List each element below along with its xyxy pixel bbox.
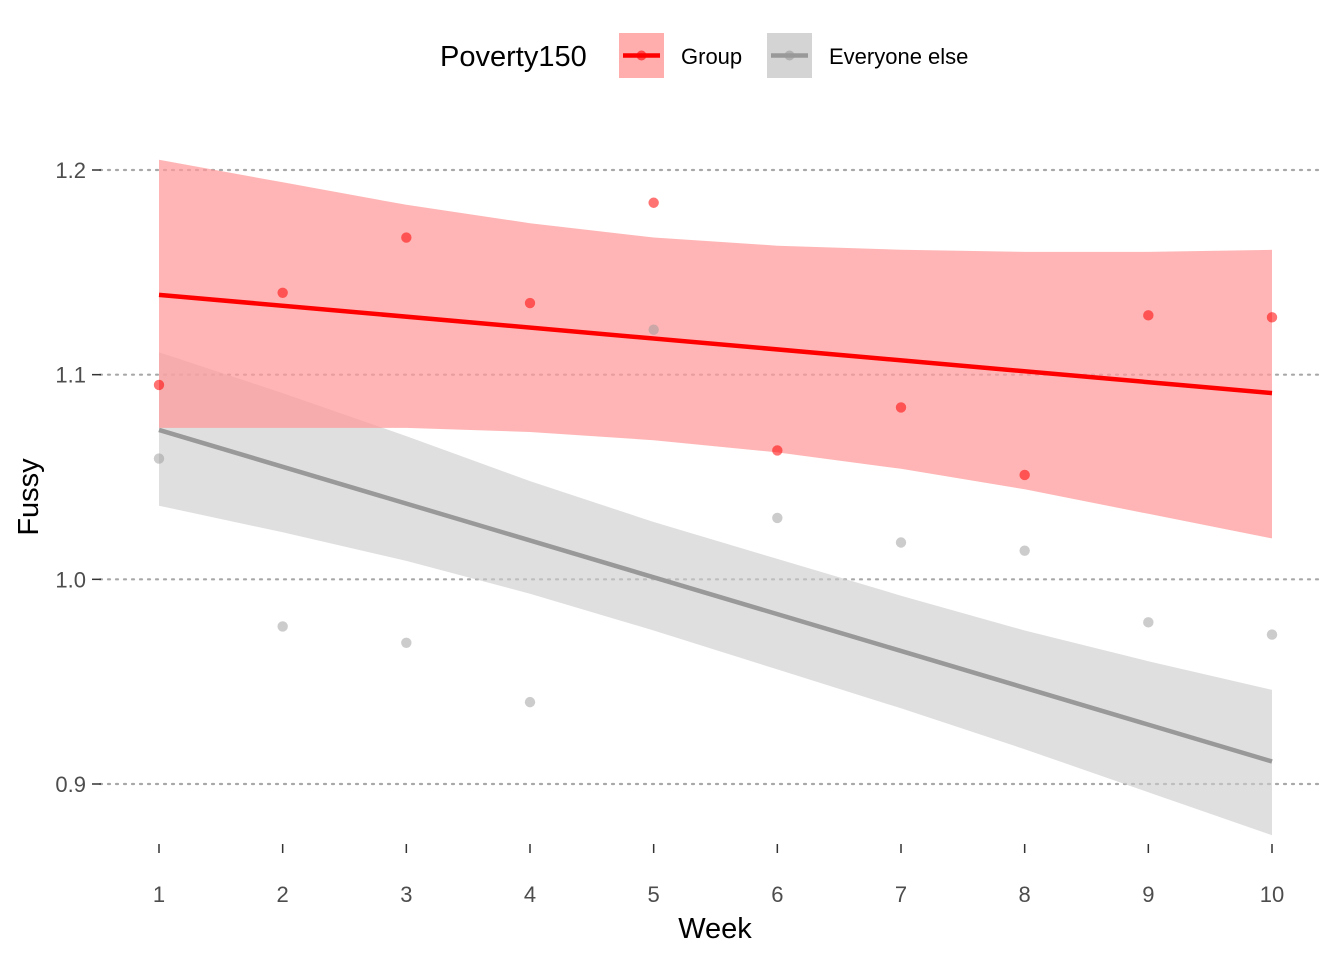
legend-label: Group <box>681 44 742 69</box>
point-everyone-else <box>895 537 907 548</box>
y-tick-label: 1.2 <box>55 158 86 183</box>
legend-key-point <box>636 50 647 61</box>
point-group <box>401 232 412 243</box>
legend-key-point <box>784 50 795 61</box>
legend-label: Everyone else <box>829 44 968 69</box>
point-everyone-else <box>772 512 783 524</box>
x-tick-label: 8 <box>1019 882 1031 907</box>
x-tick-label: 6 <box>771 882 783 907</box>
x-tick-label: 10 <box>1260 882 1284 907</box>
fit-line-everyone-else <box>158 427 1273 764</box>
point-group <box>524 297 536 309</box>
y-tick-label: 1.0 <box>55 567 86 592</box>
legend-title: Poverty150 <box>440 41 587 73</box>
x-axis: 1 2 3 4 5 6 7 8 9 10 <box>153 844 1284 907</box>
y-tick-label: 0.9 <box>55 772 86 797</box>
point-everyone-else <box>1143 617 1154 628</box>
point-group <box>277 287 288 298</box>
x-tick-label: 3 <box>400 882 412 907</box>
point-group <box>1266 312 1278 323</box>
y-tick-label: 1.1 <box>55 363 86 388</box>
legend: Poverty150 Group Everyone else <box>440 33 968 78</box>
point-group <box>1019 469 1030 481</box>
point-everyone-else <box>153 453 165 464</box>
point-everyone-else <box>524 696 536 708</box>
point-everyone-else <box>1019 545 1030 556</box>
point-group <box>648 197 659 208</box>
point-everyone-else <box>648 324 659 335</box>
point-group <box>153 379 165 391</box>
x-tick-label: 2 <box>277 882 289 907</box>
data-points <box>153 197 1278 708</box>
point-group <box>895 402 907 413</box>
point-everyone-else <box>277 621 288 632</box>
point-group <box>1143 310 1154 321</box>
point-group <box>772 445 783 456</box>
fit-lines <box>158 292 1273 764</box>
x-tick-label: 9 <box>1142 882 1154 907</box>
x-tick-label: 5 <box>648 882 660 907</box>
fit-line-group <box>158 292 1273 396</box>
x-tick-label: 1 <box>153 882 165 907</box>
ci-band-group <box>159 159 1272 539</box>
y-axis-label: Fussy <box>13 458 45 536</box>
confidence-bands <box>159 159 1272 836</box>
x-axis-label: Week <box>678 913 752 945</box>
y-axis: 0.9 1.0 1.1 1.2 <box>55 158 101 797</box>
x-tick-label: 7 <box>895 882 907 907</box>
point-everyone-else <box>401 637 412 648</box>
point-everyone-else <box>1266 629 1278 640</box>
x-tick-label: 4 <box>524 882 536 907</box>
